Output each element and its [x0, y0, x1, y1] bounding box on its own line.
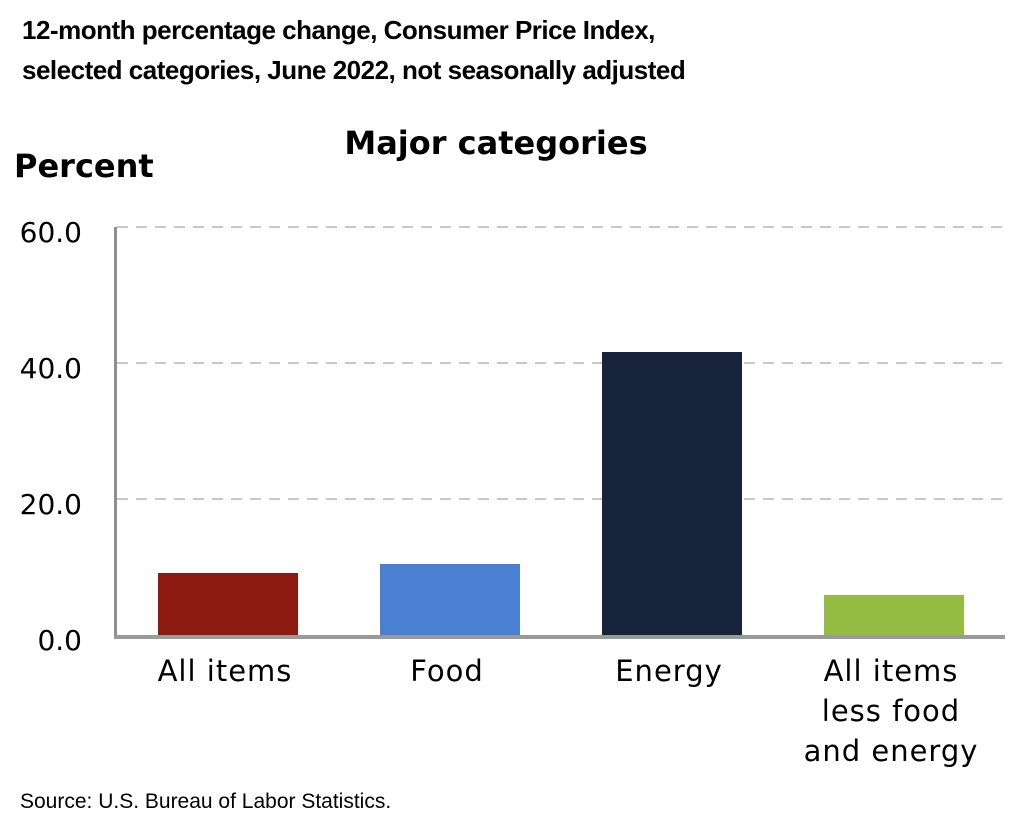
bar-energy — [602, 352, 742, 635]
bar-all-items-less-food-and-energy — [824, 594, 964, 635]
x-axis-label-all-items-less-food-and-energy: All items less food and energy — [761, 651, 1020, 771]
x-axis-line — [114, 635, 1005, 639]
gridline-y60 — [117, 226, 1005, 228]
plot-area — [114, 226, 1005, 639]
bar-all-items — [158, 573, 298, 635]
figure-title-line2: selected categories, June 2022, not seas… — [22, 55, 686, 85]
x-axis-label-line: Food — [410, 654, 484, 688]
gridline-y40 — [117, 362, 1005, 364]
y-tick-label-60.0: 60.0 — [19, 216, 82, 249]
chart-title: Major categories — [344, 124, 648, 162]
figure-title: 12-month percentage change, Consumer Pri… — [22, 10, 686, 90]
y-tick-label-0.0: 0.0 — [37, 624, 82, 657]
figure-title-line1: 12-month percentage change, Consumer Pri… — [22, 15, 655, 45]
gridline-y20 — [117, 498, 1005, 500]
x-axis-label-line: less food — [821, 694, 961, 728]
x-axis-label-line: and energy — [803, 734, 979, 768]
y-tick-label-40.0: 40.0 — [19, 352, 82, 385]
y-axis-title: Percent — [14, 147, 154, 185]
x-axis-label-energy: Energy — [539, 651, 799, 691]
y-tick-label-20.0: 20.0 — [19, 488, 82, 521]
bar-food — [380, 564, 520, 635]
x-axis-label-line: Energy — [615, 654, 723, 688]
source-note: Source: U.S. Bureau of Labor Statistics. — [20, 790, 392, 813]
x-axis-label-line: All items — [157, 654, 293, 688]
x-axis-label-line: All items — [823, 654, 959, 688]
x-axis-label-all-items: All items — [95, 651, 355, 691]
x-axis-label-food: Food — [317, 651, 577, 691]
